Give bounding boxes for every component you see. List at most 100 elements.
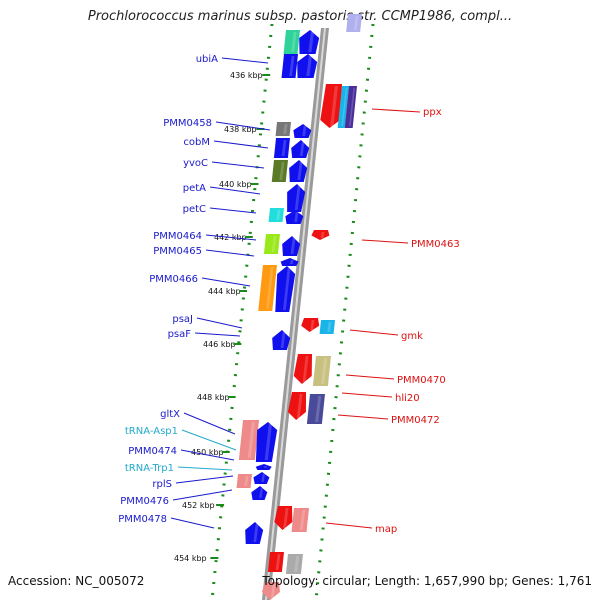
leader-line — [215, 121, 271, 131]
gene-label-petA[interactable]: petA — [183, 183, 206, 194]
gene-feature — [306, 394, 325, 424]
gene-label-map[interactable]: map — [375, 524, 397, 535]
gene-feature — [346, 14, 362, 32]
gene-feature — [293, 124, 312, 138]
leader-line — [337, 414, 389, 420]
gene-label-PMM0476[interactable]: PMM0476 — [120, 496, 169, 507]
gene-feature — [293, 354, 312, 384]
gene-feature — [344, 86, 357, 128]
feature-highlight — [294, 556, 300, 572]
feature-highlight — [296, 394, 303, 418]
gene-label-psaJ[interactable]: psaJ — [172, 314, 193, 325]
gene-feature — [272, 330, 291, 350]
leader-line — [205, 234, 257, 241]
genome-backbone — [262, 28, 329, 600]
gene-label-gmk[interactable]: gmk — [401, 331, 423, 342]
gene-feature — [251, 486, 268, 500]
feature-highlight — [275, 554, 281, 570]
gene-feature — [261, 582, 280, 600]
feature-highlight — [349, 88, 355, 126]
gene-label-gltX[interactable]: gltX — [160, 409, 180, 420]
feature-highlight — [308, 32, 314, 52]
leader-line — [181, 429, 237, 451]
gene-feature — [311, 230, 330, 240]
feature-highlight — [290, 238, 296, 254]
gene-label-PMM0466[interactable]: PMM0466 — [149, 274, 198, 285]
gene-label-hli20[interactable]: hli20 — [395, 393, 420, 404]
feature-highlight — [321, 358, 328, 384]
leader-line — [209, 207, 257, 214]
feature-highlight — [306, 56, 312, 76]
tick-label: 452 kbp — [182, 501, 215, 510]
gene-feature — [263, 234, 280, 254]
feature-highlight — [265, 267, 274, 309]
gene-feature — [301, 318, 320, 332]
gene-feature — [297, 54, 318, 78]
feature-highlight — [279, 162, 285, 180]
gene-label-psaF[interactable]: psaF — [168, 329, 192, 340]
leader-line — [209, 186, 261, 195]
tick-label: 440 kbp — [219, 180, 252, 189]
feature-highlight — [289, 56, 295, 76]
feature-highlight — [320, 232, 325, 238]
feature-highlight — [263, 466, 267, 468]
gene-label-yvoC[interactable]: yvoC — [183, 158, 208, 169]
gene-label-PMM0463[interactable]: PMM0463 — [411, 239, 460, 250]
gene-feature — [267, 552, 284, 572]
leader-line — [361, 239, 409, 244]
gene-feature — [245, 522, 264, 544]
tick-label: 444 kbp — [208, 287, 241, 296]
gene-feature — [291, 508, 309, 532]
accession-label: Accession: NC_005072 — [8, 574, 145, 588]
gene-feature — [273, 138, 290, 158]
gene-label-PMM0464[interactable]: PMM0464 — [153, 231, 202, 242]
gene-label-ubiA[interactable]: ubiA — [196, 54, 218, 65]
gene-feature — [287, 392, 306, 420]
gene-label-PMM0458[interactable]: PMM0458 — [163, 118, 212, 129]
tick-label: 446 kbp — [203, 340, 236, 349]
gene-label-PMM0478[interactable]: PMM0478 — [118, 514, 167, 525]
leader-line — [349, 329, 399, 336]
gene-feature — [275, 122, 291, 136]
gene-feature — [238, 420, 259, 460]
feature-highlight — [299, 142, 305, 156]
gene-label-rplS[interactable]: rplS — [152, 479, 172, 490]
tick-label: 448 kbp — [197, 393, 230, 402]
gene-feature — [274, 506, 293, 530]
gene-label-PMM0470[interactable]: PMM0470 — [397, 375, 446, 386]
gene-feature — [312, 356, 331, 386]
feature-highlight — [310, 320, 315, 330]
leader-line — [177, 466, 233, 471]
gene-feature — [291, 140, 310, 158]
gene-feature — [255, 422, 278, 462]
gene-label-PMM0472[interactable]: PMM0472 — [391, 415, 440, 426]
gene-label-cobM[interactable]: cobM — [183, 137, 210, 148]
feature-highlight — [315, 396, 322, 422]
gene-label-tRNA-Asp1[interactable]: tRNA-Asp1 — [125, 426, 178, 437]
leader-line — [172, 489, 233, 501]
gene-label-tRNA-Trp1[interactable]: tRNA-Trp1 — [125, 463, 174, 474]
gene-label-ppx[interactable]: ppx — [423, 107, 442, 118]
gene-feature — [337, 86, 349, 128]
tick-label: 438 kbp — [224, 125, 257, 134]
tick-label: 454 kbp — [174, 554, 207, 563]
gene-feature — [320, 84, 342, 128]
feature-highlight — [270, 584, 276, 598]
feature-highlight — [297, 162, 303, 180]
gene-label-petC[interactable]: petC — [183, 204, 206, 215]
gene-feature — [283, 30, 300, 54]
tick-label: 450 kbp — [191, 448, 224, 457]
gene-label-PMM0474[interactable]: PMM0474 — [128, 446, 177, 457]
leader-line — [325, 522, 373, 529]
feature-highlight — [341, 88, 348, 126]
feature-highlight — [294, 186, 301, 210]
leader-line — [213, 140, 269, 149]
gene-feature — [287, 184, 306, 212]
gene-label-PMM0465[interactable]: PMM0465 — [153, 246, 202, 257]
page-title: Prochlorococcus marinus subsp. pastoris … — [87, 9, 513, 24]
feature-highlight — [302, 356, 309, 382]
gene-feature — [255, 464, 272, 470]
feature-highlight — [271, 236, 277, 252]
